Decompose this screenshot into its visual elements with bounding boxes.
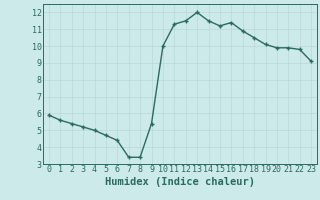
X-axis label: Humidex (Indice chaleur): Humidex (Indice chaleur) [105, 177, 255, 187]
